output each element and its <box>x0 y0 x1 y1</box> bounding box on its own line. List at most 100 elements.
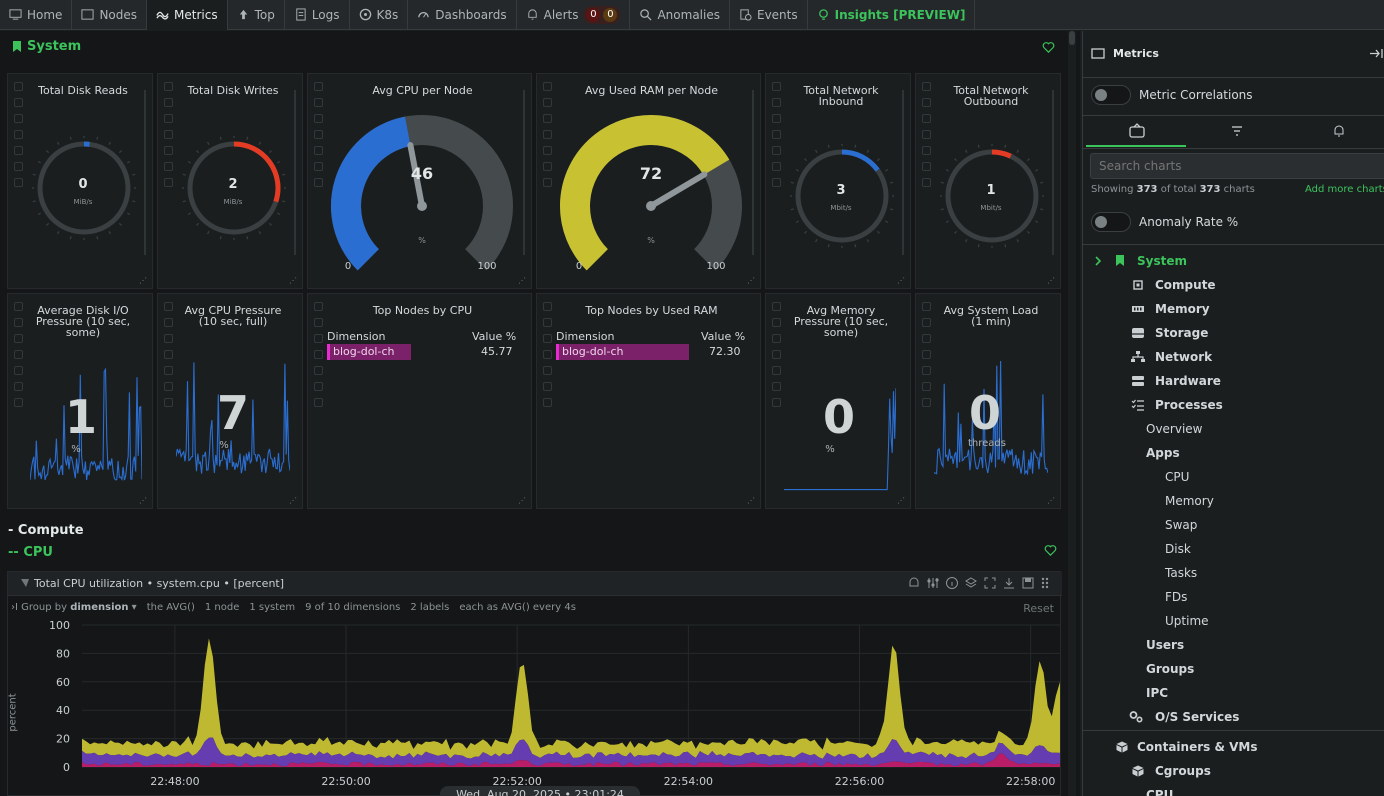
cpu-chart-card[interactable]: Total CPU utilization • system.cpu • [pe… <box>7 571 1062 796</box>
dashboard-main: System Total Disk Reads 0 MiB/s ⋰ Total … <box>0 31 1080 796</box>
heart-icon[interactable] <box>1044 544 1057 557</box>
table-card-ram[interactable]: Top Nodes by Used RAM Dimension Value % … <box>536 293 761 509</box>
sidebar-tab-alerts[interactable] <box>1286 117 1384 147</box>
gauge-card-net-out[interactable]: Total Network Outbound 1 Mbit/s ⋰ <box>915 73 1061 289</box>
labels-filter[interactable]: 2 labels <box>410 602 450 613</box>
gauge-card-disk-reads[interactable]: Total Disk Reads 0 MiB/s ⋰ <box>7 73 153 289</box>
tree-item-apps-swap[interactable]: Swap <box>1165 518 1198 532</box>
tab-insights[interactable]: Insights [PREVIEW] <box>808 0 976 30</box>
card-toolbar[interactable] <box>314 82 324 194</box>
tab-home[interactable]: Home <box>0 0 73 30</box>
spark-card-io-pressure[interactable]: Average Disk I/O Pressure (10 sec, some)… <box>7 293 153 509</box>
spark-card-system-load[interactable]: Avg System Load (1 min) 0 threads ⋰ <box>915 293 1061 509</box>
gauge-card-ram[interactable]: Avg Used RAM per Node 72 % 0 100 ⋰ <box>536 73 761 289</box>
resize-handle-icon[interactable]: ⋰ <box>897 496 905 505</box>
aggregation-filter[interactable]: the AVG() <box>146 602 195 613</box>
sliders-icon[interactable] <box>926 576 940 590</box>
card-toolbar[interactable] <box>922 82 932 194</box>
chart-toolbar <box>907 576 1050 590</box>
tree-item-overview[interactable]: Overview <box>1146 422 1203 436</box>
resize-handle-icon[interactable]: ⋰ <box>518 276 526 285</box>
info-icon[interactable] <box>945 576 959 590</box>
tree-item-cgroups-cpu[interactable]: CPU <box>1146 788 1174 796</box>
bell-icon[interactable] <box>907 576 921 590</box>
tab-k8s[interactable]: K8s <box>350 0 409 30</box>
table-row[interactable]: blog-dol-ch <box>327 344 411 360</box>
tree-item-users[interactable]: Users <box>1146 638 1185 652</box>
card-toolbar[interactable] <box>14 82 24 194</box>
tree-item-ipc[interactable]: IPC <box>1146 686 1169 700</box>
tab-anomalies[interactable]: Anomalies <box>630 0 730 30</box>
heart-icon[interactable] <box>1042 41 1055 54</box>
tree-item-apps-fds[interactable]: FDs <box>1165 590 1188 604</box>
showing-label: Showing <box>1091 184 1134 195</box>
resize-handle-icon[interactable]: ⋰ <box>518 496 526 505</box>
gauge-value: 46 <box>410 164 434 183</box>
table-card-cpu[interactable]: Top Nodes by CPU Dimension Value % blog-… <box>307 293 532 509</box>
search-input[interactable] <box>1090 153 1384 179</box>
gauge-tick <box>187 212 191 216</box>
tab-top[interactable]: Top <box>228 0 285 30</box>
card-toolbar[interactable] <box>14 302 24 414</box>
card-toolbar[interactable] <box>922 302 932 414</box>
bookmark-icon <box>1116 255 1124 266</box>
spark-card-memory-pressure[interactable]: Avg Memory Pressure (10 sec, some) 0 % ⋰ <box>765 293 911 509</box>
drag-handle-icon[interactable] <box>1040 576 1050 590</box>
nodes-filter[interactable]: 1 node <box>204 602 240 613</box>
correlations-toggle[interactable] <box>1091 85 1131 105</box>
reset-button[interactable]: Reset <box>1023 602 1054 615</box>
tree-item-apps-disk[interactable]: Disk <box>1165 542 1191 556</box>
tree-item-apps[interactable]: Apps <box>1146 446 1180 460</box>
card-toolbar[interactable] <box>772 302 782 414</box>
save-icon[interactable] <box>1021 576 1035 590</box>
tab-events[interactable]: Events <box>730 0 808 30</box>
card-toolbar[interactable] <box>164 82 174 194</box>
resize-handle-icon[interactable]: ⋰ <box>747 276 755 285</box>
resize-handle-icon[interactable]: ⋰ <box>897 276 905 285</box>
tab-nodes[interactable]: Nodes <box>72 0 148 30</box>
download-icon[interactable] <box>1002 576 1016 590</box>
anomaly-toggle[interactable] <box>1091 212 1131 232</box>
tab-dashboards[interactable]: Dashboards <box>408 0 517 30</box>
card-toolbar[interactable] <box>772 82 782 194</box>
group-by-filter[interactable]: ›I Group by dimension ▾ <box>11 602 137 613</box>
sidebar-tab-filters[interactable] <box>1186 117 1286 147</box>
tab-logs[interactable]: Logs <box>285 0 350 30</box>
layers-icon[interactable] <box>964 576 978 590</box>
gauge-card-disk-writes[interactable]: Total Disk Writes 2 MiB/s ⋰ <box>157 73 303 289</box>
gauge-tick <box>1004 144 1007 148</box>
dimensions-filter[interactable]: 9 of 10 dimensions <box>305 602 401 613</box>
resize-handle-icon[interactable]: ⋰ <box>289 276 297 285</box>
tab-metrics[interactable]: Metrics <box>147 0 228 30</box>
card-toolbar[interactable] <box>543 82 553 194</box>
resize-handle-icon[interactable]: ⋰ <box>289 496 297 505</box>
add-more-charts-link[interactable]: Add more charts <box>1305 184 1384 195</box>
spark-card-cpu-pressure[interactable]: Avg CPU Pressure (10 sec, full) 7 % ⋰ <box>157 293 303 509</box>
tree-item-groups[interactable]: Groups <box>1146 662 1195 676</box>
main-scrollbar[interactable] <box>1068 31 1076 796</box>
tree-item-apps-memory[interactable]: Memory <box>1165 494 1214 508</box>
fullscreen-icon[interactable] <box>983 576 997 590</box>
card-toolbar[interactable] <box>164 302 174 414</box>
card-toolbar[interactable] <box>543 302 553 414</box>
table-row[interactable]: blog-dol-ch <box>556 344 689 360</box>
tree-item-apps-uptime[interactable]: Uptime <box>1165 614 1209 628</box>
sidebar-tab-charts[interactable] <box>1086 117 1186 147</box>
systems-filter[interactable]: 1 system <box>249 602 296 613</box>
gauge-card-cpu[interactable]: Avg CPU per Node 46 % 0 100 ⋰ <box>307 73 532 289</box>
gauge-card-net-in[interactable]: Total Network Inbound 3 Mbit/s ⋰ <box>765 73 911 289</box>
gauge-tick <box>219 136 222 140</box>
resize-handle-icon[interactable]: ⋰ <box>139 496 147 505</box>
card-toolbar[interactable] <box>314 302 324 414</box>
tree-item-apps-tasks[interactable]: Tasks <box>1165 566 1198 580</box>
resize-handle-icon[interactable]: ⋰ <box>1047 276 1055 285</box>
time-aggregation-filter[interactable]: each as AVG() every 4s <box>459 602 576 613</box>
resize-handle-icon[interactable]: ⋰ <box>747 496 755 505</box>
resize-handle-icon[interactable]: ⋰ <box>139 276 147 285</box>
gauge-tick <box>790 208 794 211</box>
collapse-icon[interactable] <box>1369 48 1383 59</box>
resize-handle-icon[interactable]: ⋰ <box>1047 496 1055 505</box>
tree-item-apps-cpu[interactable]: CPU <box>1165 470 1190 484</box>
